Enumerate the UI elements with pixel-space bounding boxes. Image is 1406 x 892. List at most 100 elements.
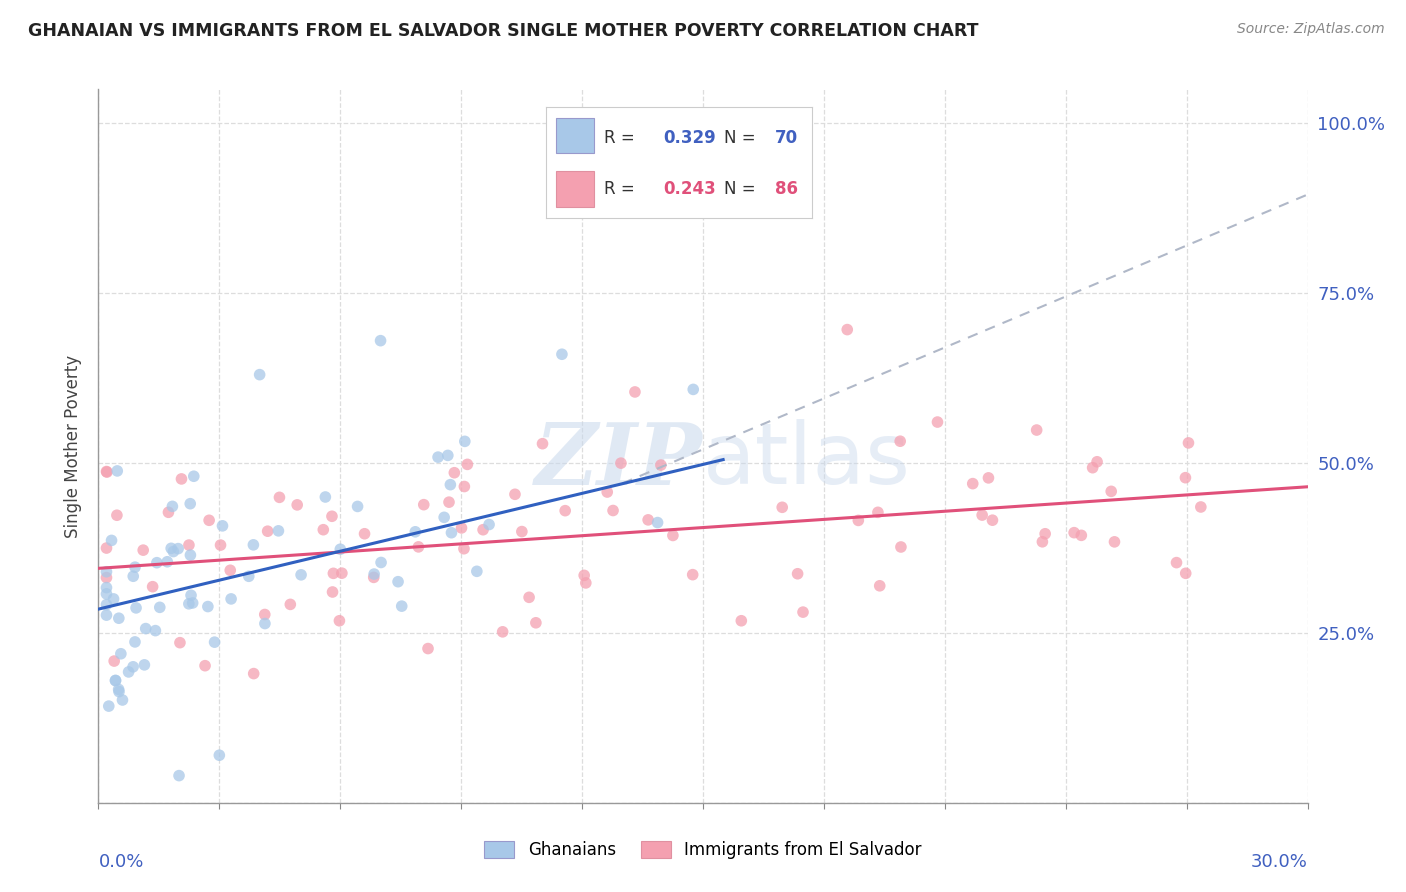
Point bbox=[1099, 484, 1122, 499]
Point bbox=[682, 567, 704, 582]
Point bbox=[146, 556, 169, 570]
Point bbox=[198, 513, 221, 527]
Point bbox=[242, 538, 264, 552]
Point bbox=[167, 769, 190, 783]
Point bbox=[256, 524, 278, 539]
Point bbox=[204, 635, 226, 649]
Y-axis label: Single Mother Poverty: Single Mother Poverty bbox=[65, 354, 83, 538]
Point bbox=[134, 657, 156, 672]
Point bbox=[517, 591, 540, 605]
Point bbox=[180, 588, 202, 602]
Point bbox=[637, 513, 659, 527]
Point bbox=[353, 526, 375, 541]
Text: 30.0%: 30.0% bbox=[1251, 853, 1308, 871]
Point bbox=[108, 684, 131, 698]
Point bbox=[142, 580, 165, 594]
Point bbox=[682, 383, 704, 397]
Point bbox=[647, 516, 669, 530]
Point bbox=[328, 614, 350, 628]
Point bbox=[170, 472, 193, 486]
Point bbox=[111, 693, 134, 707]
Point bbox=[610, 456, 633, 470]
Point bbox=[1081, 460, 1104, 475]
Point bbox=[104, 673, 127, 688]
Point bbox=[370, 334, 392, 348]
Point bbox=[96, 608, 118, 623]
Point bbox=[135, 622, 157, 636]
Point bbox=[162, 500, 184, 514]
Point bbox=[1025, 423, 1047, 437]
Point bbox=[770, 500, 793, 515]
Point bbox=[456, 458, 478, 472]
Point bbox=[387, 574, 409, 589]
Point bbox=[117, 665, 139, 679]
Point bbox=[510, 524, 533, 539]
Point bbox=[869, 579, 891, 593]
Point bbox=[177, 597, 200, 611]
Point bbox=[416, 641, 439, 656]
Point bbox=[330, 566, 353, 581]
Point bbox=[1031, 534, 1053, 549]
Point bbox=[179, 548, 201, 562]
Point bbox=[162, 544, 184, 558]
Point bbox=[624, 384, 647, 399]
Point bbox=[1104, 534, 1126, 549]
Point bbox=[322, 566, 344, 581]
Point bbox=[554, 504, 576, 518]
Text: 0.0%: 0.0% bbox=[98, 853, 143, 871]
Point bbox=[890, 540, 912, 554]
Point bbox=[927, 415, 949, 429]
Point bbox=[412, 498, 434, 512]
Point bbox=[96, 465, 118, 479]
Point bbox=[503, 487, 526, 501]
Point bbox=[650, 458, 672, 472]
Point bbox=[124, 635, 146, 649]
Point bbox=[122, 660, 145, 674]
Point bbox=[346, 500, 368, 514]
Point bbox=[242, 666, 264, 681]
Point bbox=[103, 654, 125, 668]
Point bbox=[249, 368, 271, 382]
Point bbox=[96, 465, 118, 479]
Point bbox=[575, 575, 598, 590]
Point bbox=[1174, 566, 1197, 581]
Point bbox=[391, 599, 413, 614]
Point bbox=[96, 571, 118, 585]
Point bbox=[110, 647, 132, 661]
Point bbox=[314, 490, 336, 504]
Point bbox=[177, 538, 200, 552]
Point bbox=[1033, 526, 1056, 541]
Point bbox=[219, 591, 242, 606]
Point bbox=[96, 598, 118, 612]
Point bbox=[889, 434, 911, 449]
Point bbox=[1070, 528, 1092, 542]
Point bbox=[450, 521, 472, 535]
Point bbox=[167, 541, 190, 556]
Point bbox=[285, 498, 308, 512]
Text: GHANAIAN VS IMMIGRANTS FROM EL SALVADOR SINGLE MOTHER POVERTY CORRELATION CHART: GHANAIAN VS IMMIGRANTS FROM EL SALVADOR … bbox=[28, 22, 979, 40]
Point bbox=[267, 524, 290, 538]
Point bbox=[730, 614, 752, 628]
Point bbox=[472, 523, 495, 537]
Point bbox=[183, 469, 205, 483]
Point bbox=[792, 605, 814, 619]
Point bbox=[427, 450, 450, 464]
Point bbox=[169, 635, 191, 649]
Legend: Ghanaians, Immigrants from El Salvador: Ghanaians, Immigrants from El Salvador bbox=[478, 834, 928, 866]
Point bbox=[211, 519, 233, 533]
Point bbox=[181, 596, 204, 610]
Point bbox=[453, 541, 475, 556]
Point bbox=[96, 541, 118, 555]
Point bbox=[149, 600, 172, 615]
Point bbox=[437, 449, 460, 463]
Point bbox=[124, 560, 146, 574]
Point bbox=[454, 434, 477, 449]
Point bbox=[269, 491, 291, 505]
Point bbox=[662, 528, 685, 542]
Point bbox=[132, 543, 155, 558]
Point bbox=[103, 591, 125, 606]
Point bbox=[443, 466, 465, 480]
Point bbox=[145, 624, 167, 638]
Point bbox=[977, 471, 1000, 485]
Point bbox=[1063, 525, 1085, 540]
